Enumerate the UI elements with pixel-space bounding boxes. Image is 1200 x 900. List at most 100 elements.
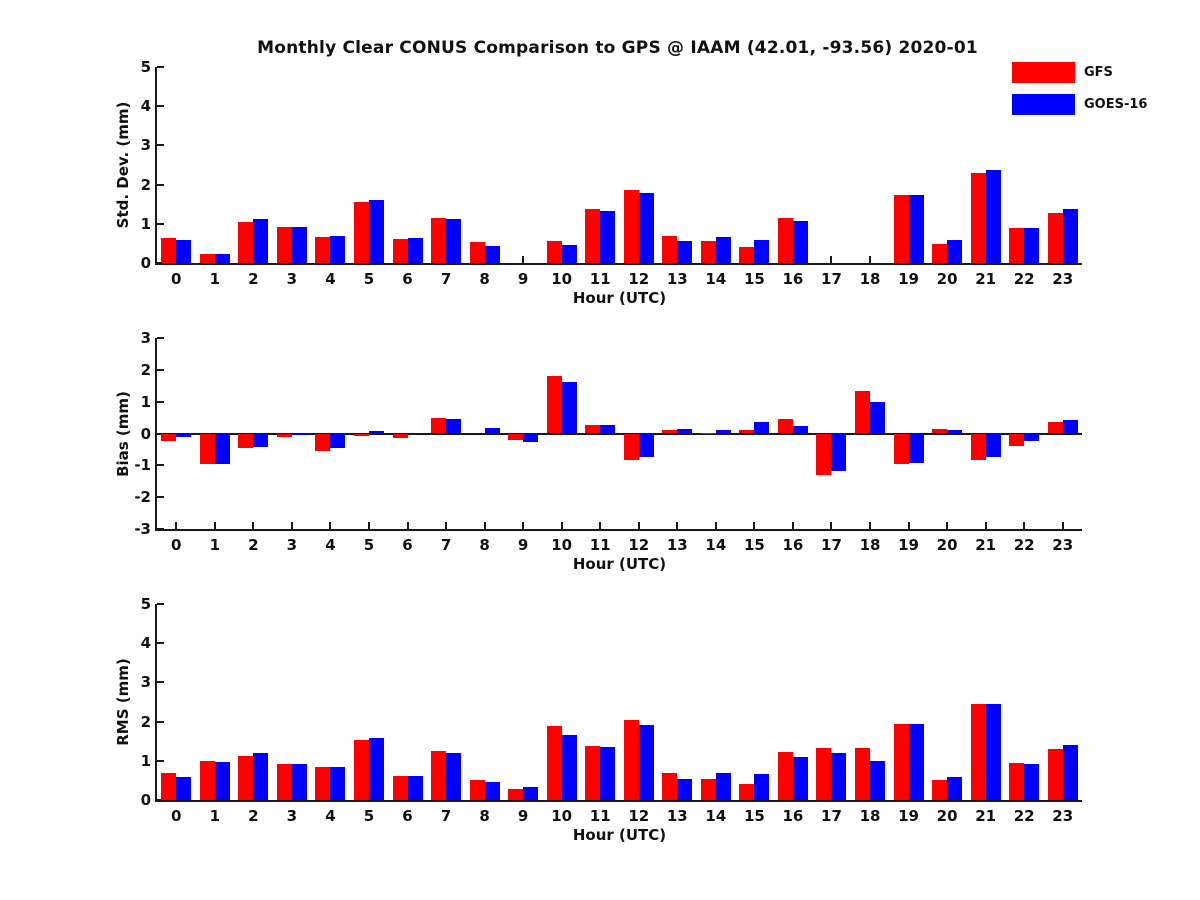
bar-gfs-hour-1 (199, 760, 215, 800)
bar-gfs-hour-5 (353, 202, 369, 263)
bias-subplot: Bias (mm) -3 -2 -1 0 1 2 3 0 1 2 3 4 5 6 7 8 9 10 11 12 13 14 1… (114, 330, 1082, 573)
bar-goes16-hour-13 (677, 428, 693, 434)
y-tick (157, 642, 164, 645)
bar-goes16-hour-7 (446, 752, 462, 800)
bar-gfs-hour-16 (777, 419, 793, 434)
bar-gfs-hour-23 (1047, 749, 1063, 800)
bar-goes16-hour-5 (368, 738, 384, 800)
bar-gfs-hour-4 (315, 766, 331, 800)
bar-gfs-hour-22 (1009, 227, 1025, 263)
x-tick (676, 522, 679, 529)
rms-subplot: RMS (mm) 0 1 2 3 4 5 0 1 2 3 4 5 6 7 8 9 10 11 12 13 14 15 16 17… (114, 596, 1082, 844)
bar-gfs-hour-3 (276, 226, 292, 263)
bar-gfs-hour-22 (1009, 763, 1025, 800)
y-tick (157, 66, 164, 68)
x-axis-label: Hour (UTC) (572, 555, 667, 573)
x-tick-label: 20 (936, 270, 958, 288)
bar-goes16-hour-4 (330, 766, 346, 800)
x-tick-label: 3 (286, 807, 298, 825)
x-axis-label: Hour (UTC) (572, 289, 667, 307)
x-tick-label: 23 (1052, 807, 1074, 825)
y-tick-label: 5 (140, 595, 151, 613)
zero-line (157, 432, 1082, 435)
bar-gfs-hour-19 (893, 195, 909, 263)
y-tick-label: -1 (134, 456, 151, 475)
x-tick-label: 19 (898, 536, 919, 554)
x-tick-label: 6 (402, 270, 413, 288)
x-tick-label: 21 (975, 807, 997, 825)
legend-item-goes16: GOES-16 (1012, 94, 1147, 115)
x-tick-label: 16 (782, 536, 804, 554)
bar-gfs-hour-7 (431, 418, 447, 434)
x-tick (213, 522, 216, 529)
x-tick-label: 14 (705, 270, 727, 288)
x-tick-label: 18 (859, 536, 881, 554)
x-tick-label: 0 (171, 270, 182, 288)
x-tick-label: 23 (1052, 536, 1074, 554)
bar-goes16-hour-23 (1062, 208, 1078, 263)
bar-gfs-hour-14 (700, 240, 716, 263)
legend: GFS GOES-16 (1012, 62, 1147, 126)
y-tick (157, 400, 164, 403)
bar-goes16-hour-6 (407, 237, 423, 263)
x-tick-label: 2 (248, 270, 259, 288)
x-tick-label: 14 (705, 807, 727, 825)
bar-gfs-hour-17 (816, 433, 832, 476)
y-tick-label: 2 (140, 360, 151, 379)
y-tick (157, 183, 164, 186)
bar-gfs-hour-21 (970, 704, 986, 800)
x-tick (483, 522, 486, 529)
y-tick-label: 4 (140, 97, 151, 116)
x-tick-label: 13 (666, 807, 688, 825)
bar-goes16-hour-1 (214, 253, 230, 263)
bar-goes16-hour-14 (715, 429, 731, 434)
bar-goes16-hour-10 (561, 244, 577, 263)
bar-gfs-hour-19 (893, 723, 909, 800)
bar-gfs-hour-12 (623, 190, 639, 263)
bar-goes16-hour-3 (291, 226, 307, 263)
y-tick (157, 464, 164, 467)
x-tick-label: 12 (628, 807, 650, 825)
x-tick-label: 22 (1013, 270, 1035, 288)
bar-goes16-hour-0 (176, 776, 192, 800)
y-tick (157, 681, 164, 684)
x-axis-label: Hour (UTC) (572, 826, 667, 844)
bar-goes16-hour-17 (831, 753, 847, 800)
x-tick-label: 9 (517, 807, 529, 825)
bar-gfs-hour-1 (199, 433, 215, 465)
bar-gfs-hour-5 (353, 433, 369, 436)
bar-goes16-hour-14 (715, 236, 731, 263)
bar-gfs-hour-1 (199, 254, 215, 263)
x-tick (869, 522, 872, 529)
x-tick-label: 11 (589, 536, 611, 554)
bar-gfs-hour-4 (315, 433, 331, 451)
bar-goes16-hour-15 (754, 422, 770, 434)
x-tick-label: 16 (782, 270, 804, 288)
bar-goes16-hour-19 (908, 194, 924, 263)
bar-gfs-hour-16 (777, 217, 793, 263)
bar-gfs-hour-2 (238, 433, 254, 449)
bar-gfs-hour-23 (1047, 422, 1063, 434)
bar-gfs-hour-4 (315, 237, 331, 263)
bar-goes16-hour-11 (600, 747, 616, 800)
x-tick-label: 16 (782, 807, 804, 825)
bar-goes16-hour-10 (561, 734, 577, 800)
bar-goes16-hour-15 (754, 773, 770, 800)
bar-goes16-hour-20 (947, 430, 963, 434)
bar-goes16-hour-9 (523, 433, 539, 443)
stddev-subplot: Std. Dev. (mm) 0 1 2 3 4 5 0 1 2 3 4 5 6 7 8 9 10 11 12 13 14… (114, 59, 1082, 307)
bar-gfs-hour-10 (546, 726, 562, 800)
bar-gfs-hour-10 (546, 241, 562, 263)
x-tick (869, 256, 872, 263)
bar-goes16-hour-11 (600, 425, 616, 434)
bar-gfs-hour-14 (700, 779, 716, 800)
legend-item-gfs: GFS (1012, 62, 1147, 83)
x-tick-label: 23 (1052, 270, 1074, 288)
bar-goes16-hour-16 (792, 756, 808, 800)
bar-goes16-hour-0 (176, 240, 192, 263)
bar-gfs-hour-13 (662, 430, 678, 434)
x-tick (907, 522, 910, 529)
x-tick-label: 2 (248, 807, 259, 825)
x-tick-label: 5 (363, 270, 375, 288)
goes16-color-swatch (1012, 94, 1075, 115)
